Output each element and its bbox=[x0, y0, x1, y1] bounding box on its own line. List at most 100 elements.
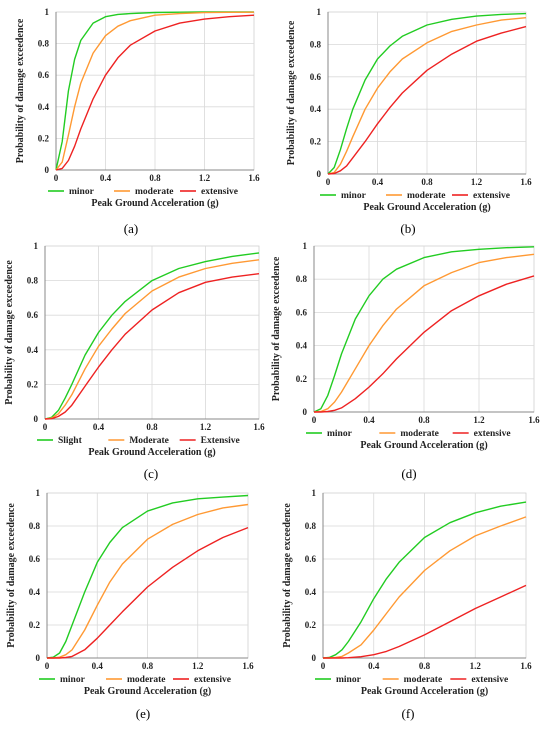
y-axis-title: Probability of damage exceedence bbox=[6, 503, 17, 648]
y-tick-label: 0.4 bbox=[305, 587, 317, 597]
series-line-extensive bbox=[47, 526, 249, 659]
x-tick-label: 1.6 bbox=[520, 661, 532, 671]
y-tick-label: 1 bbox=[303, 241, 308, 251]
y-tick-label: 0 bbox=[45, 165, 50, 175]
y-axis-title: Probability of damage exceedence bbox=[271, 256, 282, 401]
y-axis-title: Probability of damage exceedence bbox=[4, 260, 15, 405]
y-tick-label: 0.8 bbox=[27, 276, 39, 286]
legend-label: minor bbox=[327, 429, 353, 439]
y-tick-label: 0.2 bbox=[305, 620, 317, 630]
y-axis-title: Probability of damage exceedence bbox=[286, 20, 297, 165]
y-tick-label: 0.4 bbox=[310, 104, 322, 114]
chart-panel-b: 0 0.4 0.8 1.2 1.6 0 0.2 0.4 0.6 0.8 1 minor moderate… bbox=[286, 7, 532, 236]
panel-label: (a) bbox=[124, 221, 138, 236]
series-line-minor bbox=[327, 12, 527, 175]
series-line-moderate bbox=[313, 253, 535, 413]
y-tick-label: 0.4 bbox=[296, 341, 308, 351]
series-line-minor bbox=[46, 494, 249, 659]
x-tick-label: 0 bbox=[43, 422, 48, 432]
y-tick-label: 0 bbox=[317, 169, 322, 179]
y-tick-label: 0.6 bbox=[310, 72, 322, 82]
x-tick-label: 0.8 bbox=[421, 177, 433, 187]
y-tick-label: 1 bbox=[36, 488, 41, 498]
x-tick-label: 0.4 bbox=[372, 177, 384, 187]
legend-label: Slight bbox=[58, 436, 83, 446]
chart-panel-d: 0 0.4 0.8 1.2 1.6 0 0.2 0.4 0.6 0.8 1 minor moderate… bbox=[271, 241, 540, 481]
y-axis-title: Probability of damage exceedence bbox=[282, 503, 293, 648]
x-tick-label: 0 bbox=[321, 661, 326, 671]
x-tick-label: 0 bbox=[312, 415, 317, 425]
chart-panel-f: 0 0.4 0.8 1.2 1.6 0 0.2 0.4 0.6 0.8 1 minor moderate… bbox=[282, 488, 532, 721]
legend-label: minor bbox=[60, 675, 86, 685]
y-tick-label: 1 bbox=[34, 241, 39, 251]
series-line-extensive bbox=[314, 275, 535, 413]
legend-label: moderate bbox=[407, 191, 446, 201]
y-tick-label: 0.8 bbox=[296, 274, 308, 284]
x-axis-title: Peak Ground Acceleration (g) bbox=[88, 447, 215, 458]
x-tick-label: 1.6 bbox=[253, 422, 265, 432]
y-tick-label: 1 bbox=[312, 488, 317, 498]
y-tick-label: 0 bbox=[36, 653, 41, 663]
series-line-extensive bbox=[323, 584, 527, 659]
y-tick-label: 0.8 bbox=[29, 521, 41, 531]
panel-label: (b) bbox=[400, 221, 415, 236]
legend-label: Extensive bbox=[201, 436, 240, 446]
x-tick-label: 0 bbox=[326, 177, 331, 187]
y-tick-label: 0.6 bbox=[305, 554, 317, 564]
series-line-extensive bbox=[55, 14, 255, 171]
series-line-minor bbox=[322, 501, 527, 659]
series-line-minor bbox=[55, 11, 254, 171]
x-tick-label: 1.2 bbox=[471, 177, 483, 187]
x-tick-label: 0.4 bbox=[368, 661, 380, 671]
y-tick-label: 0.6 bbox=[38, 70, 50, 80]
x-tick-label: 1.2 bbox=[473, 415, 485, 425]
y-tick-label: 0.6 bbox=[27, 310, 39, 320]
series-line-moderate bbox=[47, 503, 249, 659]
x-tick-label: 0 bbox=[45, 661, 50, 671]
y-tick-label: 0 bbox=[303, 407, 308, 417]
x-tick-label: 0.8 bbox=[146, 422, 158, 432]
legend-label: moderate bbox=[127, 675, 166, 685]
y-tick-label: 0.6 bbox=[296, 307, 308, 317]
y-tick-label: 0.8 bbox=[38, 39, 50, 49]
legend-label: minor bbox=[341, 191, 367, 201]
y-tick-label: 1 bbox=[45, 7, 50, 17]
legend-label: extensive bbox=[471, 675, 508, 685]
x-tick-label: 1.6 bbox=[520, 177, 532, 187]
x-tick-label: 1.6 bbox=[248, 173, 260, 183]
series-line-moderate bbox=[327, 17, 527, 175]
legend-label: minor bbox=[336, 675, 362, 685]
chart-panel-c: 0 0.4 0.8 1.2 1.6 0 0.2 0.4 0.6 0.8 1 Slight Moderat… bbox=[4, 241, 265, 481]
series-line-moderate bbox=[55, 11, 255, 171]
y-tick-label: 0.6 bbox=[29, 554, 41, 564]
x-tick-label: 0.4 bbox=[100, 173, 112, 183]
series-line-moderate bbox=[44, 259, 260, 420]
legend-label: extensive bbox=[473, 191, 510, 201]
x-tick-label: 0 bbox=[54, 173, 59, 183]
x-axis-title: Peak Ground Acceleration (g) bbox=[91, 198, 218, 209]
x-tick-label: 1.2 bbox=[199, 173, 211, 183]
x-tick-label: 1.6 bbox=[242, 661, 254, 671]
x-tick-label: 1.2 bbox=[200, 422, 212, 432]
y-tick-label: 0.2 bbox=[29, 620, 41, 630]
legend-label: moderate bbox=[404, 675, 443, 685]
y-tick-label: 0.8 bbox=[305, 521, 317, 531]
legend-label: extensive bbox=[201, 187, 238, 197]
x-tick-label: 0.8 bbox=[149, 173, 161, 183]
y-tick-label: 0.4 bbox=[38, 102, 50, 112]
x-tick-label: 1.2 bbox=[192, 661, 204, 671]
x-tick-label: 1.2 bbox=[470, 661, 482, 671]
y-tick-label: 1 bbox=[317, 7, 322, 17]
y-tick-label: 0.4 bbox=[29, 587, 41, 597]
chart-panel-e: 0 0.4 0.8 1.2 1.6 0 0.2 0.4 0.6 0.8 1 minor moderate… bbox=[6, 488, 254, 721]
x-axis-title: Peak Ground Acceleration (g) bbox=[84, 686, 211, 697]
x-tick-label: 0.4 bbox=[93, 422, 105, 432]
panel-label: (d) bbox=[401, 466, 416, 481]
y-tick-label: 0.2 bbox=[27, 379, 39, 389]
y-tick-label: 0.2 bbox=[38, 133, 50, 143]
x-axis-title: Peak Ground Acceleration (g) bbox=[361, 686, 488, 697]
panel-label: (e) bbox=[136, 706, 150, 721]
panel-label: (c) bbox=[144, 466, 158, 481]
legend-label: Moderate bbox=[129, 436, 169, 446]
